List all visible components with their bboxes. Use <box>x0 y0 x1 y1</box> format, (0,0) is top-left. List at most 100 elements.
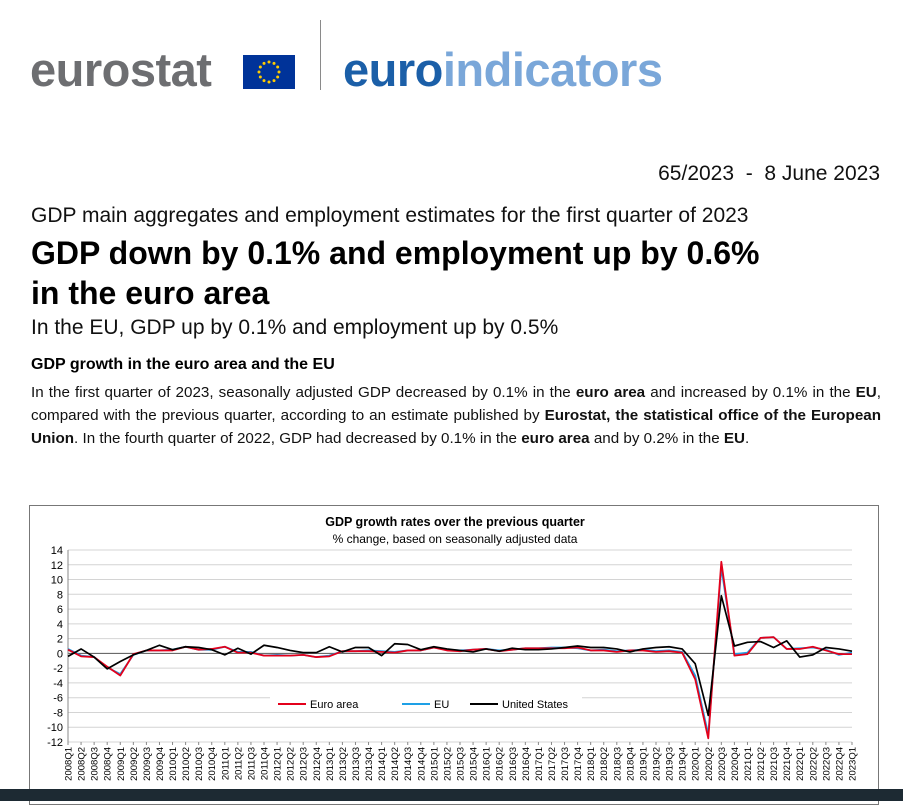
x-tick-label: 2019Q1 <box>638 747 649 781</box>
y-tick-label: -10 <box>47 722 63 734</box>
x-tick-label: 2017Q2 <box>547 747 558 781</box>
y-tick-label: 2 <box>57 634 63 646</box>
x-tick-label: 2023Q1 <box>848 747 859 781</box>
release-separator: - <box>745 162 753 185</box>
eu-flag-star <box>267 60 271 64</box>
body-text-1: In the first quarter of 2023, seasonally… <box>31 384 576 401</box>
x-tick-label: 2016Q3 <box>508 747 519 781</box>
x-tick-label: 2013Q3 <box>351 747 362 781</box>
body-text-5: and by 0.2% in the <box>589 430 724 447</box>
x-tick-label: 2011Q2 <box>233 747 244 780</box>
body-bold-eu: EU <box>855 384 877 401</box>
x-tick-label: 2017Q1 <box>534 747 545 781</box>
eu-flag-star <box>272 61 276 65</box>
x-tick-label: 2011Q3 <box>246 747 257 780</box>
release-number: 65/2023 <box>658 162 735 185</box>
eu-flag-star <box>276 75 280 79</box>
series-line-united-states <box>67 594 853 717</box>
x-tick-label: 2016Q4 <box>521 747 532 781</box>
x-tick-label: 2018Q3 <box>612 747 623 781</box>
x-tick-label: 2010Q2 <box>181 747 192 781</box>
y-tick-label: -2 <box>53 663 63 675</box>
eu-flag-icon <box>243 55 295 89</box>
x-tick-label: 2017Q4 <box>573 747 584 781</box>
x-tick-label: 2009Q2 <box>129 747 140 781</box>
headline-line-2: in the euro area <box>31 275 270 311</box>
euroindicators-logo-indicators: indicators <box>442 43 663 96</box>
x-tick-label: 2010Q3 <box>194 747 205 781</box>
eu-flag-star <box>267 80 271 84</box>
bottom-bar <box>0 789 903 801</box>
y-tick-label: 14 <box>51 545 63 557</box>
release-reference: 65/2023 - 8 June 2023 <box>658 162 880 186</box>
euroindicators-logo: euroindicators <box>343 43 663 96</box>
eu-flag-star <box>276 65 280 69</box>
x-tick-label: 2013Q1 <box>325 747 336 781</box>
release-date: 8 June 2023 <box>764 162 880 185</box>
eu-flag-star <box>262 61 266 65</box>
x-tick-label: 2012Q3 <box>299 747 310 781</box>
x-tick-label: 2016Q2 <box>495 747 506 781</box>
y-tick-label: -6 <box>53 693 63 705</box>
headline-line-1: GDP down by 0.1% and employment up by 0.… <box>31 235 760 271</box>
eu-flag-background <box>243 55 295 89</box>
eu-flag-star <box>277 70 281 74</box>
x-tick-label: 2020Q4 <box>730 747 741 781</box>
x-tick-label: 2015Q2 <box>442 747 453 781</box>
x-tick-label: 2019Q3 <box>665 747 676 781</box>
x-tick-label: 2012Q1 <box>273 747 284 781</box>
eurostat-logo: eurostat <box>30 43 212 96</box>
x-tick-label: 2019Q2 <box>652 747 663 781</box>
eu-flag-star <box>258 65 262 69</box>
x-tick-label: 2011Q1 <box>220 747 231 780</box>
lead-text: In the EU, GDP up by 0.1% and employment… <box>31 316 559 339</box>
y-tick-label: 10 <box>51 575 63 587</box>
x-tick-label: 2010Q1 <box>168 747 179 781</box>
body-bold-euro-area-2: euro area <box>521 430 590 447</box>
x-tick-label: 2022Q3 <box>821 747 832 781</box>
legend-label: Euro area <box>310 699 359 711</box>
chart-subtitle: % change, based on seasonally adjusted d… <box>333 532 578 546</box>
x-tick-label: 2018Q2 <box>599 747 610 781</box>
y-tick-label: 0 <box>57 648 63 660</box>
body-bold-eu-2: EU <box>723 430 745 447</box>
x-tick-label: 2022Q2 <box>808 747 819 781</box>
x-tick-label: 2012Q4 <box>312 747 323 781</box>
x-tick-label: 2013Q4 <box>364 747 375 781</box>
x-tick-label: 2015Q4 <box>469 747 480 781</box>
x-tick-label: 2008Q2 <box>77 747 88 781</box>
body-text-6: . <box>744 430 750 447</box>
y-tick-label: 12 <box>51 560 63 572</box>
x-tick-label: 2021Q1 <box>743 747 754 781</box>
x-tick-label: 2016Q1 <box>482 747 493 781</box>
body-text-4: . In the fourth quarter of 2022, GDP had… <box>74 430 522 447</box>
x-tick-label: 2019Q4 <box>678 747 689 781</box>
body-text-3: , compared with the previous quarter, ac… <box>31 384 882 424</box>
x-tick-label: 2008Q1 <box>64 747 75 781</box>
x-tick-label: 2008Q4 <box>103 747 114 781</box>
x-tick-label: 2008Q3 <box>90 747 101 781</box>
y-tick-label: -4 <box>53 678 63 690</box>
x-tick-label: 2012Q2 <box>286 747 297 781</box>
x-tick-label: 2013Q2 <box>338 747 349 781</box>
headline: GDP down by 0.1% and employment up by 0.… <box>31 233 891 313</box>
eu-flag-star <box>258 75 262 79</box>
gdp-chart-frame: GDP growth rates over the previous quart… <box>29 505 879 805</box>
x-tick-label: 2022Q4 <box>834 747 845 781</box>
body-bold-eurostat: Eurostat, the statistical office of the … <box>31 407 881 447</box>
header-divider <box>320 20 321 90</box>
y-tick-label: -12 <box>47 737 63 749</box>
legend-label: United States <box>502 699 569 711</box>
eu-flag-star <box>272 79 276 83</box>
body-paragraph: In the first quarter of 2023, seasonally… <box>31 381 881 450</box>
x-tick-label: 2021Q2 <box>756 747 767 781</box>
x-tick-label: 2018Q4 <box>625 747 636 781</box>
x-tick-label: 2014Q1 <box>377 747 388 781</box>
x-tick-label: 2021Q4 <box>782 747 793 781</box>
y-tick-label: 6 <box>57 604 63 616</box>
x-tick-label: 2020Q1 <box>691 747 702 781</box>
y-tick-label: 4 <box>57 619 63 631</box>
body-bold-euro-area: euro area <box>575 384 646 401</box>
chart-title: GDP growth rates over the previous quart… <box>325 515 585 529</box>
x-tick-label: 2009Q4 <box>155 747 166 781</box>
